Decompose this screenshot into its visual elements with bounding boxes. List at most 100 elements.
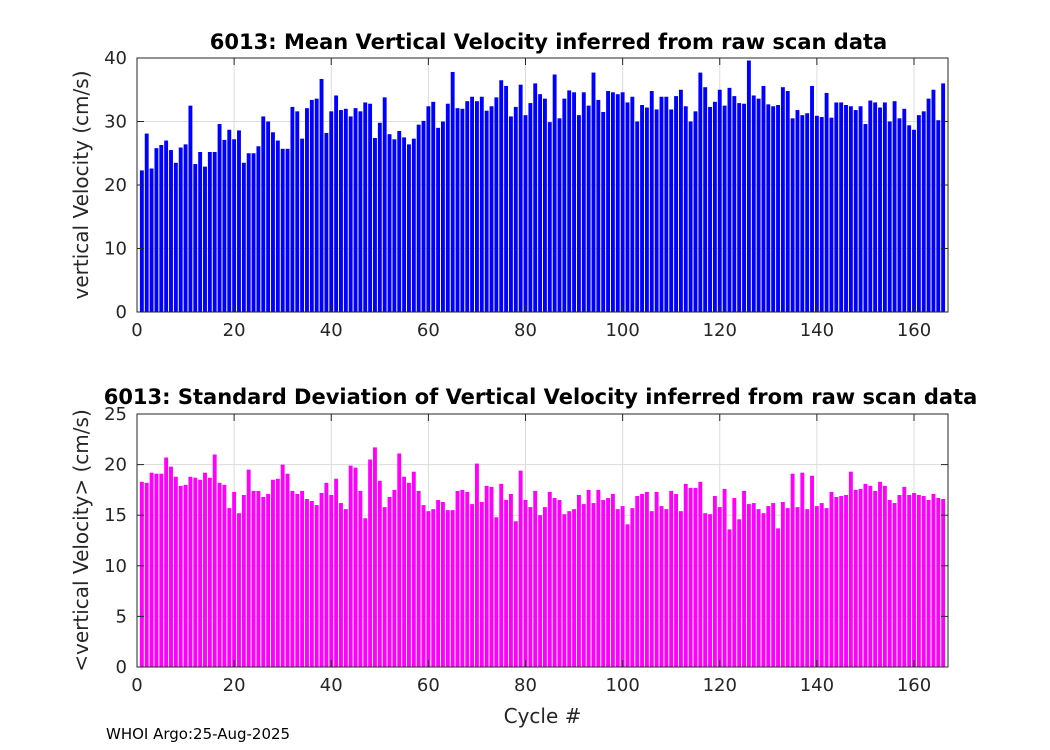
- bar: [610, 92, 615, 312]
- bar: [688, 121, 693, 312]
- bar: [256, 490, 261, 667]
- bar: [343, 108, 348, 312]
- bar: [188, 105, 193, 313]
- bar: [562, 98, 567, 312]
- bar: [188, 476, 193, 667]
- x-tick-label: 0: [131, 675, 142, 696]
- bar: [814, 506, 819, 667]
- bar: [421, 505, 426, 667]
- bar: [470, 96, 475, 313]
- bar: [173, 162, 178, 312]
- bar: [266, 121, 271, 312]
- y-axis-label: vertical Velocity (cm/s): [69, 71, 93, 300]
- bar: [630, 96, 635, 313]
- bar: [159, 145, 164, 312]
- bar: [431, 509, 436, 667]
- bar: [897, 118, 902, 312]
- bar: [309, 99, 314, 312]
- bar: [921, 495, 926, 667]
- bar: [271, 479, 275, 667]
- bar: [407, 144, 411, 312]
- bar: [237, 513, 241, 667]
- bar: [562, 514, 567, 667]
- bar: [465, 101, 470, 313]
- bar: [139, 481, 144, 667]
- bar: [144, 133, 149, 312]
- bar: [445, 510, 450, 667]
- bar: [790, 473, 795, 667]
- bar: [508, 493, 513, 667]
- bar: [902, 108, 907, 312]
- bar: [431, 101, 436, 312]
- bar: [329, 494, 334, 667]
- y-tick-label: 0: [116, 302, 127, 323]
- bar: [596, 99, 601, 312]
- bar: [591, 503, 596, 667]
- bar: [154, 148, 159, 312]
- footer-credit: WHOI Argo:25-Aug-2025: [106, 725, 291, 743]
- bar: [936, 120, 941, 312]
- bar: [557, 500, 562, 667]
- bar: [402, 137, 407, 313]
- bar: [164, 457, 169, 667]
- bar: [285, 148, 290, 312]
- bar: [576, 115, 581, 313]
- bar: [941, 499, 946, 667]
- bar: [470, 504, 475, 667]
- bar: [771, 503, 776, 667]
- bar: [576, 494, 581, 667]
- bar: [839, 102, 844, 312]
- bar: [392, 139, 397, 312]
- bar: [198, 151, 203, 312]
- x-tick-label: 120: [703, 320, 737, 341]
- bar: [334, 95, 339, 312]
- bar: [785, 508, 790, 667]
- bar: [625, 102, 630, 312]
- bar: [489, 486, 494, 667]
- bar: [606, 498, 611, 667]
- x-tick-label: 20: [223, 675, 246, 696]
- bar: [887, 121, 892, 312]
- bar: [324, 132, 329, 312]
- bar: [518, 84, 523, 312]
- bar: [902, 486, 907, 667]
- bar: [839, 495, 844, 667]
- bar: [916, 494, 921, 667]
- bar: [698, 72, 703, 312]
- x-tick-label: 80: [514, 675, 537, 696]
- bar: [324, 482, 329, 667]
- bar: [610, 493, 615, 667]
- bar: [441, 121, 445, 312]
- bar: [912, 129, 916, 312]
- bar: [169, 150, 173, 312]
- bar: [368, 459, 373, 667]
- x-tick-label: 60: [417, 675, 440, 696]
- bar: [683, 106, 688, 312]
- bar: [620, 506, 625, 667]
- bar: [441, 502, 445, 667]
- bar: [722, 488, 727, 667]
- bar: [222, 139, 227, 312]
- bar: [411, 138, 416, 312]
- bar: [329, 111, 334, 312]
- bar: [402, 476, 407, 667]
- bar: [751, 503, 756, 667]
- bar: [907, 494, 912, 667]
- bar: [824, 508, 829, 667]
- bar: [640, 104, 644, 313]
- bar: [620, 92, 625, 312]
- bar: [397, 131, 402, 312]
- y-tick-label: 0: [116, 657, 127, 678]
- x-tick-label: 0: [131, 320, 142, 341]
- bar: [844, 104, 848, 313]
- bar: [746, 504, 751, 667]
- y-tick-label: 40: [104, 48, 127, 69]
- bar: [178, 147, 183, 312]
- bar: [212, 454, 217, 667]
- chart-title: 6013: Standard Deviation of Vertical Vel…: [104, 385, 978, 409]
- bar: [358, 490, 363, 667]
- bar: [931, 493, 936, 667]
- y-tick-label: 5: [116, 606, 127, 627]
- bar: [761, 513, 766, 667]
- bar: [635, 121, 640, 312]
